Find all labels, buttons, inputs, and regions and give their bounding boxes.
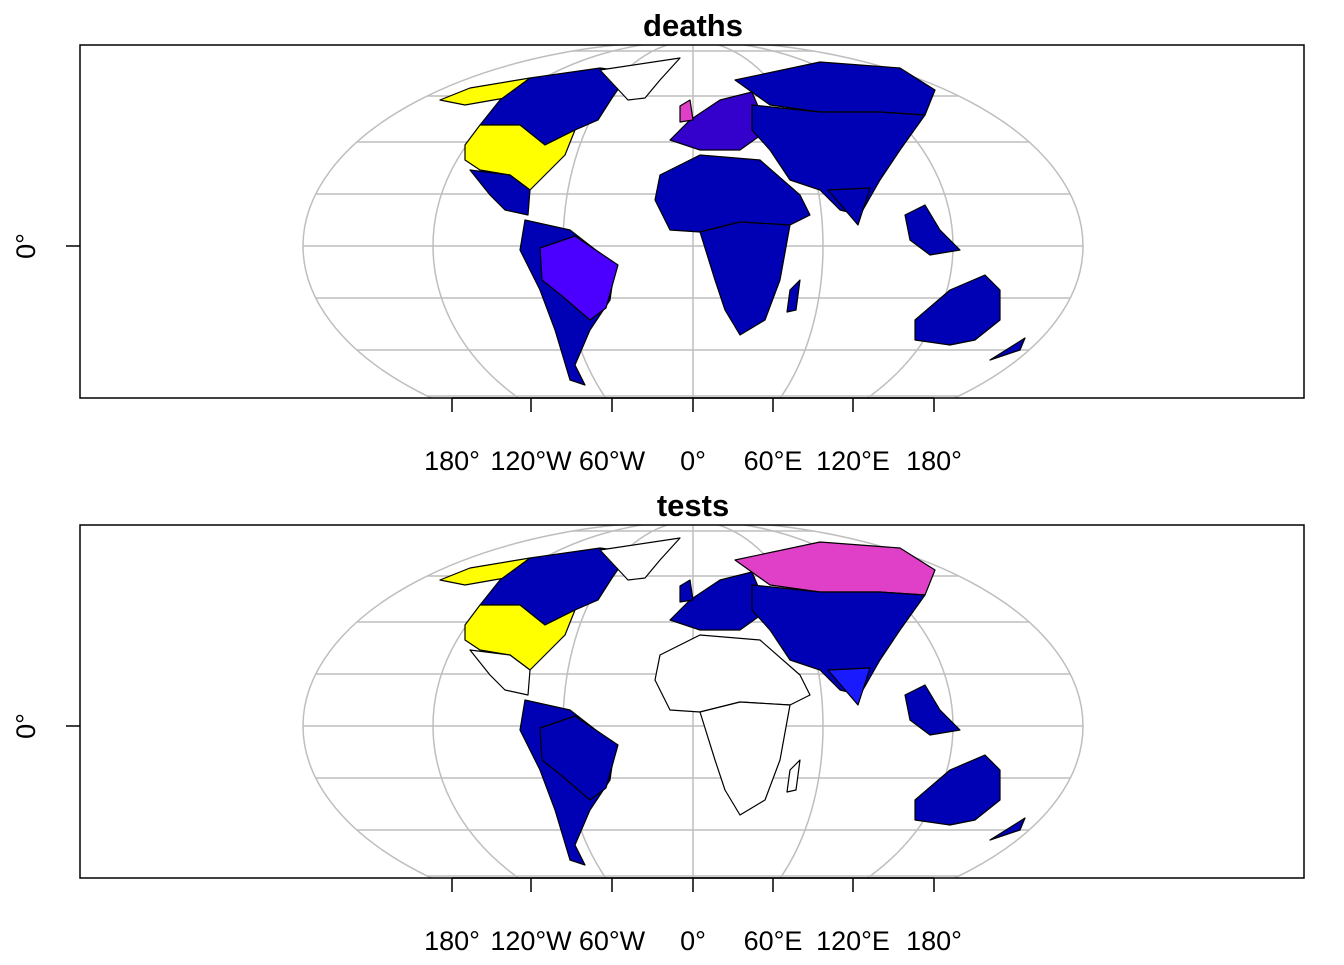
x-tick-label: 0°: [680, 926, 706, 956]
country: [464, 124, 576, 191]
country: [904, 684, 961, 736]
panel-title: tests: [657, 488, 729, 523]
country: [786, 279, 801, 313]
map-panel: deaths 0° 180° 120°W 60°W 0° 60°E 120°E 180°: [11, 8, 1305, 476]
country: [469, 649, 531, 696]
x-tick-label: 60°E: [744, 926, 803, 956]
country: [599, 57, 681, 101]
graticule: [302, 525, 1084, 878]
x-tick-label: 180°: [424, 926, 480, 956]
country: [786, 759, 801, 793]
country: [699, 221, 791, 336]
country: [904, 204, 961, 256]
country: [914, 274, 1001, 346]
x-tick-label: 120°E: [816, 446, 890, 476]
country: [539, 715, 619, 801]
x-tick-label: 180°: [906, 926, 962, 956]
country: [989, 337, 1026, 361]
panel-title: deaths: [643, 8, 743, 43]
graticule: [302, 45, 1084, 398]
x-tick-label: 120°W: [490, 926, 572, 956]
country: [679, 579, 694, 603]
countries: [439, 537, 1026, 866]
x-tick-label: 60°E: [744, 446, 803, 476]
country: [679, 99, 694, 123]
x-tick-label: 180°: [906, 446, 962, 476]
x-tick-label: 0°: [680, 446, 706, 476]
country: [989, 817, 1026, 841]
countries: [439, 57, 1026, 386]
y-tick-label: 0°: [11, 713, 41, 739]
country: [914, 754, 1001, 826]
x-tick-label: 60°W: [579, 446, 646, 476]
y-tick-label: 0°: [11, 233, 41, 259]
country: [469, 169, 531, 216]
country: [699, 701, 791, 816]
x-tick-label: 120°E: [816, 926, 890, 956]
country: [827, 187, 871, 226]
map-panel: tests 0° 180° 120°W 60°W 0° 60°E 120°E 180°: [11, 488, 1305, 956]
x-tick-label: 120°W: [490, 446, 572, 476]
x-tick-label: 180°: [424, 446, 480, 476]
country: [539, 235, 619, 321]
country: [599, 537, 681, 581]
x-tick-label: 60°W: [579, 926, 646, 956]
country: [464, 604, 576, 671]
country: [827, 667, 871, 706]
